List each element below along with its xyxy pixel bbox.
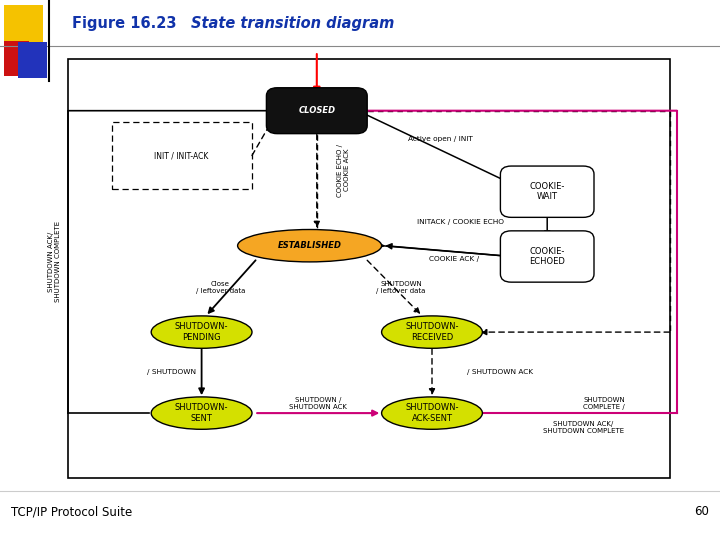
FancyBboxPatch shape [500,166,594,217]
Text: 60: 60 [694,505,709,518]
Text: / SHUTDOWN: / SHUTDOWN [147,368,196,375]
FancyBboxPatch shape [266,87,367,133]
Text: COOKIE-
WAIT: COOKIE- WAIT [529,182,565,201]
Ellipse shape [382,397,482,429]
Text: SHUTDOWN ACK/
SHUTDOWN COMPLETE: SHUTDOWN ACK/ SHUTDOWN COMPLETE [48,221,60,302]
FancyBboxPatch shape [4,5,43,43]
Text: COOKIE-
ECHOED: COOKIE- ECHOED [529,247,565,266]
Text: Close
/ leftover data: Close / leftover data [196,281,245,294]
Text: SHUTDOWN
COMPLETE /: SHUTDOWN COMPLETE / [583,397,625,410]
FancyBboxPatch shape [4,40,29,76]
Text: COOKIE ACK /: COOKIE ACK / [428,256,479,262]
Ellipse shape [238,230,382,262]
Text: INITACK / COOKIE ECHO: INITACK / COOKIE ECHO [417,219,504,226]
Text: SHUTDOWN /
SHUTDOWN ACK: SHUTDOWN / SHUTDOWN ACK [289,397,347,410]
Text: State transition diagram: State transition diagram [191,16,394,31]
Text: SHUTDOWN-
PENDING: SHUTDOWN- PENDING [175,322,228,342]
Text: / SHUTDOWN ACK: / SHUTDOWN ACK [467,368,533,375]
Text: SHUTDOWN
/ leftover data: SHUTDOWN / leftover data [377,281,426,294]
FancyBboxPatch shape [500,231,594,282]
Text: SHUTDOWN-
ACK-SENT: SHUTDOWN- ACK-SENT [405,403,459,423]
Text: SHUTDOWN-
RECEIVED: SHUTDOWN- RECEIVED [405,322,459,342]
Text: SHUTDOWN ACK/
SHUTDOWN COMPLETE: SHUTDOWN ACK/ SHUTDOWN COMPLETE [543,421,624,434]
Text: SHUTDOWN-
SENT: SHUTDOWN- SENT [175,403,228,423]
FancyBboxPatch shape [0,0,720,46]
Text: Active open / INIT: Active open / INIT [408,136,473,143]
Text: ESTABLISHED: ESTABLISHED [278,241,341,250]
Text: COOKIE ECHO /
COOKIE ACK: COOKIE ECHO / COOKIE ACK [337,144,350,197]
Text: INIT / INIT-ACK: INIT / INIT-ACK [154,151,209,160]
Ellipse shape [382,316,482,348]
Text: CLOSED: CLOSED [298,106,336,115]
Text: TCP/IP Protocol Suite: TCP/IP Protocol Suite [11,505,132,518]
Ellipse shape [151,397,252,429]
Text: Figure 16.23: Figure 16.23 [72,16,176,31]
FancyBboxPatch shape [18,42,47,78]
Ellipse shape [151,316,252,348]
